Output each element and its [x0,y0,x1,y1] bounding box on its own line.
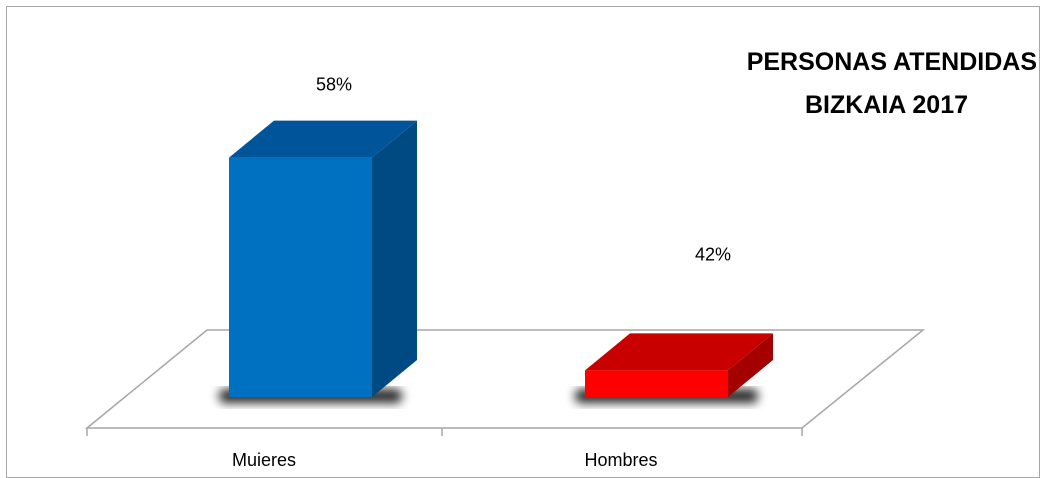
data-label: 58% [316,75,352,95]
bar-top [229,120,417,158]
x-tick-label: Mujeres [232,450,296,466]
data-label: 42% [695,244,731,264]
bar-top [585,333,773,371]
chart-floor [84,329,926,429]
bar [585,370,728,397]
chart-title-line-1: PERSONAS ATENDIDAS [747,48,1037,76]
bar-side [728,333,773,397]
bar-side [372,120,417,397]
bar [229,157,372,397]
chart-title-line-2: BIZKAIA 2017 [805,91,968,119]
x-tick-label: Hombres [584,450,657,466]
